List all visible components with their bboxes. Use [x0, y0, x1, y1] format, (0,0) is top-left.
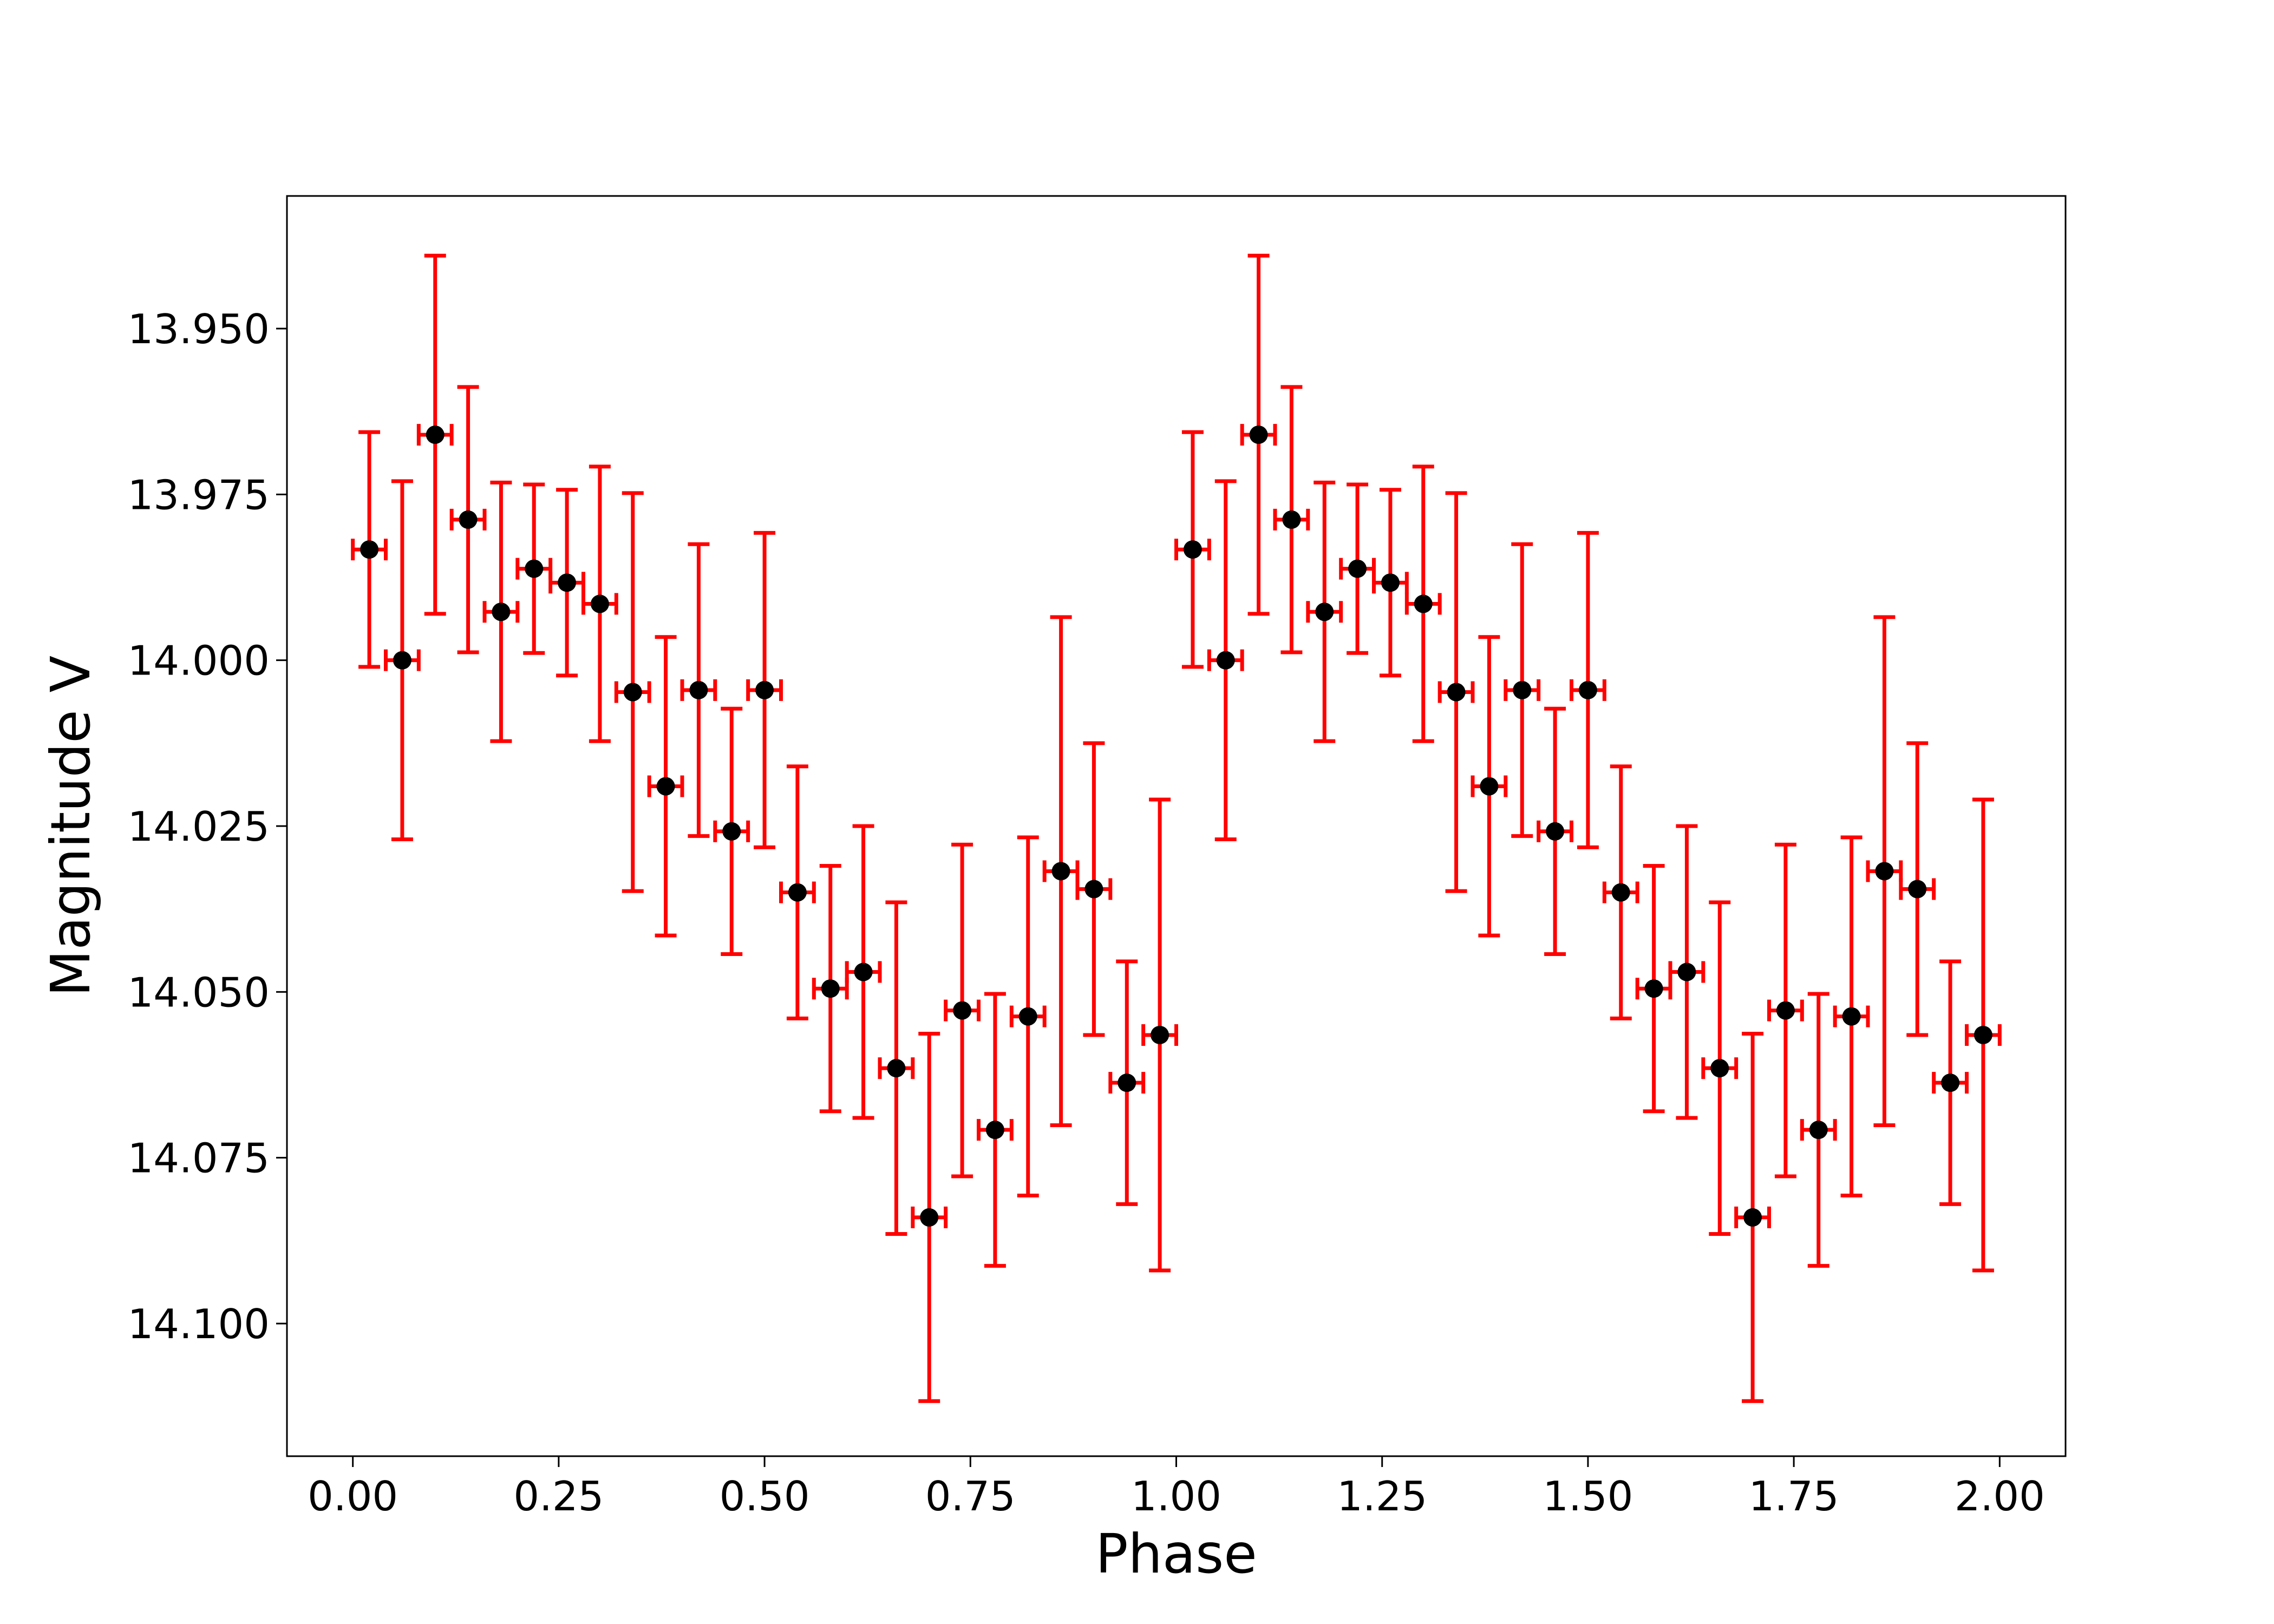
data-point — [1644, 979, 1663, 998]
y-tick-label: 14.075 — [128, 1135, 270, 1182]
x-tick-label: 0.50 — [720, 1472, 810, 1520]
x-tick-label: 0.00 — [308, 1472, 398, 1520]
data-point — [887, 1059, 906, 1078]
data-point — [920, 1208, 939, 1227]
data-point — [525, 559, 544, 578]
data-point — [1216, 651, 1235, 670]
data-point — [360, 540, 379, 559]
data-point — [821, 979, 840, 998]
data-point — [459, 510, 478, 529]
data-point — [1578, 680, 1597, 699]
data-point — [854, 962, 873, 981]
x-tick-label: 2.00 — [1955, 1472, 2045, 1520]
points-layer — [360, 425, 1992, 1227]
data-point — [558, 573, 577, 592]
data-point — [1908, 880, 1927, 899]
data-point — [1151, 1025, 1169, 1044]
data-point — [953, 1001, 972, 1020]
data-point — [426, 425, 445, 444]
x-tick-label: 1.75 — [1749, 1472, 1839, 1520]
data-point — [1941, 1073, 1960, 1092]
data-point — [1249, 425, 1268, 444]
x-axis-label: Phase — [1095, 1522, 1257, 1586]
y-tick-label: 14.100 — [128, 1300, 270, 1348]
x-tick-label: 1.25 — [1337, 1472, 1427, 1520]
data-point — [985, 1121, 1004, 1140]
data-point — [623, 683, 642, 702]
ticks-layer: 0.00 0.25 0.50 0.75 1.00 1.25 1.50 1.75 2.00 13.9… — [128, 305, 2045, 1520]
data-point — [1018, 1007, 1037, 1026]
x-tick-label: 1.50 — [1543, 1472, 1633, 1520]
data-point — [689, 680, 708, 699]
data-point — [1183, 540, 1202, 559]
data-point — [1447, 683, 1466, 702]
y-tick-label: 13.950 — [128, 305, 270, 353]
data-point — [1611, 883, 1630, 902]
data-point — [1513, 680, 1532, 699]
data-point — [1084, 880, 1103, 899]
data-point — [1348, 559, 1367, 578]
y-tick-label: 14.000 — [128, 637, 270, 685]
y-tick-label: 14.050 — [128, 968, 270, 1016]
plot-frame — [286, 195, 2067, 1457]
data-point — [393, 651, 411, 670]
data-point — [1118, 1073, 1136, 1092]
x-tick-label: 1.00 — [1131, 1472, 1221, 1520]
data-point — [1546, 822, 1565, 841]
data-point — [1743, 1208, 1762, 1227]
y-tick-label: 13.975 — [128, 471, 270, 519]
data-point — [1315, 603, 1334, 621]
data-point — [590, 594, 609, 613]
data-point — [1381, 573, 1400, 592]
data-point — [1875, 862, 1894, 881]
data-point — [788, 883, 807, 902]
data-point — [1710, 1059, 1729, 1078]
data-point — [492, 603, 511, 621]
data-point — [1282, 510, 1301, 529]
data-point — [1480, 777, 1499, 796]
data-point — [1974, 1025, 1992, 1044]
errorbars-layer — [351, 253, 2002, 1403]
data-point — [722, 822, 741, 841]
data-point — [1776, 1001, 1795, 1020]
y-tick-label: 14.025 — [128, 803, 270, 850]
data-point — [656, 777, 675, 796]
x-tick-label: 0.75 — [925, 1472, 1016, 1520]
data-point — [1051, 862, 1070, 881]
data-point — [1809, 1121, 1828, 1140]
x-tick-label: 0.25 — [513, 1472, 604, 1520]
data-point — [1414, 594, 1433, 613]
data-point — [1842, 1007, 1861, 1026]
data-point — [755, 680, 774, 699]
data-point — [1677, 962, 1696, 981]
y-axis-label: Magnitude V — [39, 656, 102, 997]
